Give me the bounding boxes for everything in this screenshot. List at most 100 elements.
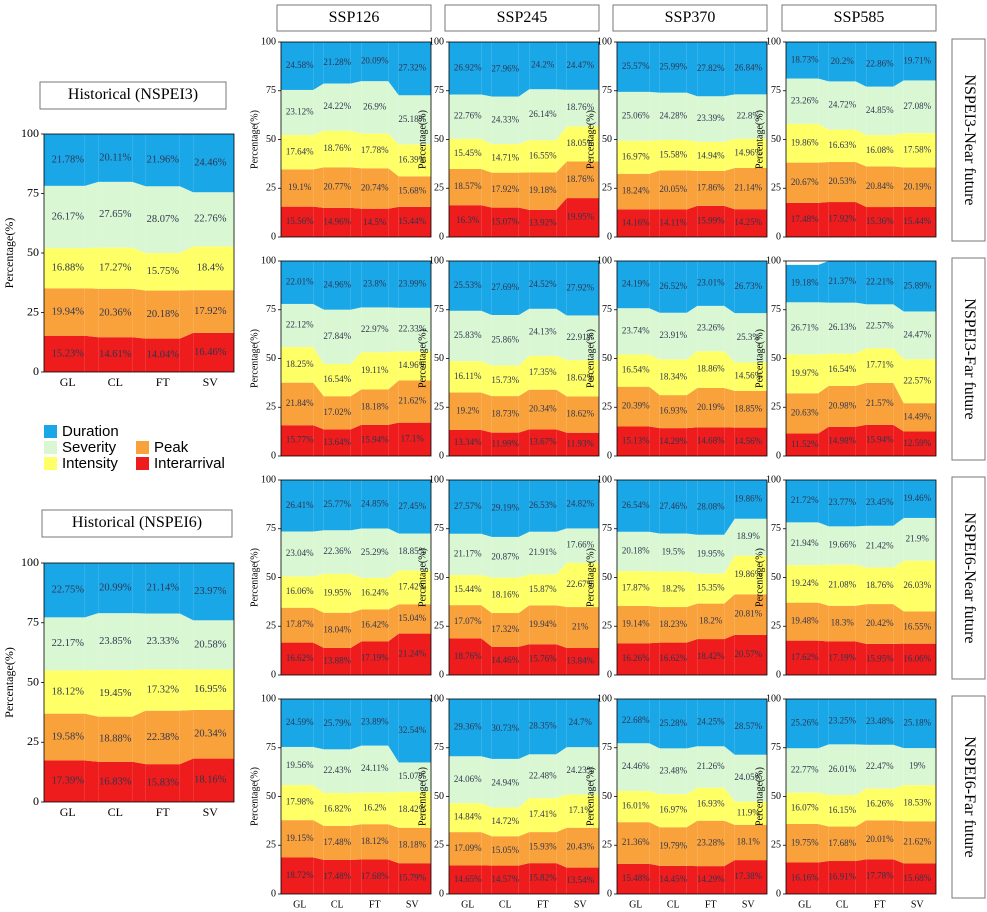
transition [481, 803, 492, 837]
value-label: 27.69% [491, 282, 519, 292]
value-label: 19.45% [99, 688, 132, 699]
value-label: 14.29% [697, 874, 725, 884]
segment [281, 746, 314, 786]
value-label: 18.12% [52, 686, 85, 697]
segment [617, 426, 650, 456]
value-label: 17.48% [323, 871, 351, 881]
value-label: 25.57% [622, 61, 650, 71]
segment [44, 335, 85, 372]
value-label: 16.91% [828, 872, 856, 882]
value-label: 23.89% [361, 716, 389, 726]
transition [724, 634, 735, 675]
transition [818, 78, 829, 130]
value-label: 19.95% [566, 212, 594, 222]
segment [449, 605, 482, 639]
value-label: 23.04% [286, 548, 314, 558]
value-label: 23.33% [147, 636, 180, 647]
transition [179, 669, 194, 711]
segment [529, 574, 557, 606]
segment [398, 762, 431, 792]
value-label: 18.76% [454, 651, 482, 661]
segment [361, 745, 389, 793]
segment [659, 261, 687, 313]
value-label: 16.2% [363, 802, 387, 812]
transition [855, 525, 867, 568]
transition [818, 202, 829, 237]
transition [481, 310, 492, 366]
transition [556, 863, 567, 894]
legend-swatch [44, 457, 57, 470]
value-label: 25.26% [791, 718, 819, 728]
segment [449, 756, 482, 804]
value-label: 26.54% [622, 500, 650, 510]
segment [323, 429, 351, 456]
segment [866, 348, 894, 383]
value-label: 14.04% [147, 350, 180, 361]
value-label: 14.94% [697, 150, 725, 160]
value-label: 16.26% [622, 653, 650, 663]
segment [866, 859, 894, 894]
transition [313, 382, 324, 430]
y-tick-label: 0 [439, 669, 444, 680]
transition [649, 605, 660, 644]
transition [686, 865, 698, 894]
segment [828, 564, 856, 606]
value-label: 18.62% [566, 372, 594, 382]
value-label: 15.95% [866, 654, 894, 664]
value-label: 23.77% [828, 497, 856, 507]
y-tick-label: 50 [434, 353, 444, 364]
value-label: 16.93% [659, 406, 687, 416]
value-label: 16.95% [194, 684, 227, 695]
value-label: 23.45% [866, 497, 894, 507]
value-label: 22.43% [323, 765, 351, 775]
segment [491, 96, 519, 144]
segment [659, 170, 687, 210]
transition [132, 134, 146, 187]
segment [617, 354, 650, 387]
value-label: 16.62% [659, 653, 687, 663]
value-label: 15.13% [622, 435, 650, 445]
transition [724, 205, 735, 237]
segment [398, 176, 431, 207]
value-label: 18.34% [659, 371, 687, 381]
y-axis-label: Percentage(%) [754, 329, 765, 388]
y-tick-label: 100 [597, 693, 612, 704]
x-tick-label: GL [461, 899, 474, 910]
segment [44, 713, 85, 761]
value-label: 15.94% [361, 435, 389, 445]
transition [818, 823, 829, 863]
y-tick-label: 50 [434, 134, 444, 145]
segment [145, 669, 180, 711]
segment [786, 698, 819, 749]
x-tick-label: SV [742, 899, 756, 910]
segment [323, 130, 351, 168]
value-label: 20.99% [99, 582, 132, 593]
value-label: 17.39% [52, 776, 85, 787]
transition [556, 42, 567, 90]
value-label: 11.52% [791, 439, 819, 449]
transition [518, 698, 530, 759]
segment [323, 647, 351, 675]
transition [481, 638, 492, 675]
value-label: 20.67% [791, 177, 819, 187]
y-tick-label: 75 [771, 523, 781, 534]
transition [686, 305, 698, 360]
segment [361, 480, 389, 529]
value-label: 19.24% [791, 578, 819, 588]
transition [686, 170, 698, 210]
transition [724, 42, 735, 97]
segment [903, 260, 936, 312]
value-label: 19.5% [662, 547, 686, 557]
segment [491, 396, 519, 433]
y-axis-label: Percentage(%) [585, 767, 596, 826]
value-label: 18.42% [697, 651, 725, 661]
value-label: 17.68% [361, 871, 389, 881]
transition [893, 206, 904, 237]
value-label: 16.07% [791, 802, 819, 812]
value-label: 19.94% [529, 619, 557, 629]
transition [313, 261, 324, 310]
transition [132, 181, 146, 254]
transition [313, 167, 324, 208]
value-label: 24.59% [286, 717, 314, 727]
value-label: 20.43% [566, 842, 594, 852]
